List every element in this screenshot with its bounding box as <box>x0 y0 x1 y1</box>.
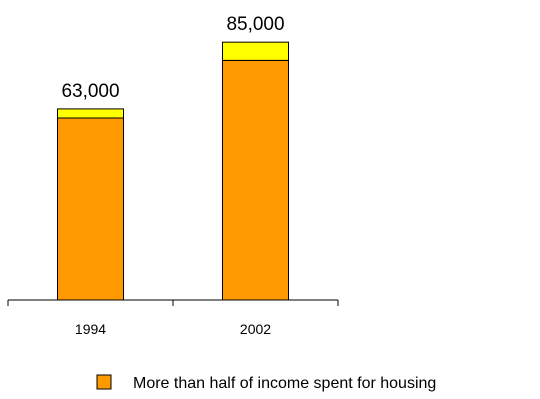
x-tick-label-1994: 1994 <box>75 321 106 337</box>
total-labels-group: 63,000 85,000 <box>61 14 284 102</box>
bar-segment-2002-series-0 <box>222 59 289 301</box>
legend: More than half of income spent for housi… <box>96 374 436 392</box>
bar-segment-2002-series-1 <box>222 41 289 61</box>
bar-segment-1994-series-0 <box>57 117 124 301</box>
bar-segment-1994-series-1 <box>57 108 124 119</box>
x-axis-tick-labels: 1994 2002 <box>75 321 271 337</box>
legend-swatch-housing <box>96 374 112 390</box>
bars-group <box>57 41 289 301</box>
legend-label-housing: More than half of income spent for housi… <box>133 375 436 392</box>
x-axis-ticks <box>7 300 339 306</box>
x-tick-label-2002: 2002 <box>240 321 271 337</box>
total-label-2002: 85,000 <box>226 14 284 35</box>
total-label-1994: 63,000 <box>61 81 119 102</box>
